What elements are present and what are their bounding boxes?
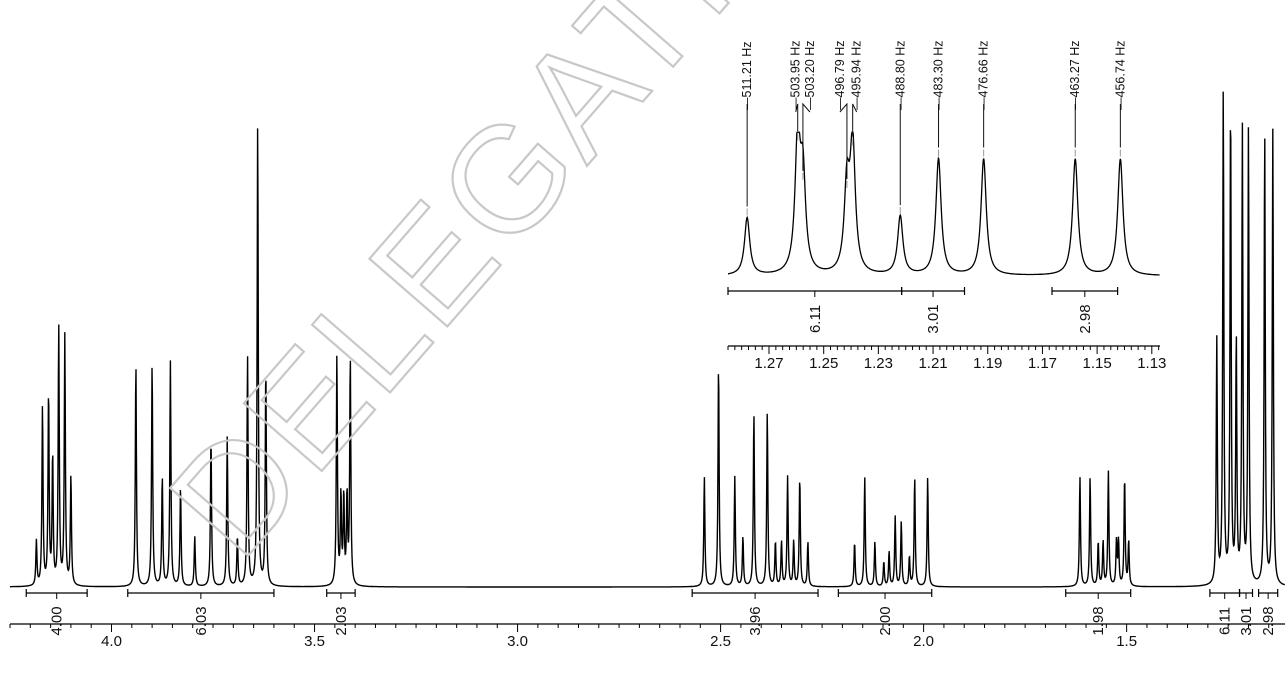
- peak-label: —511.21 Hz: [740, 41, 754, 110]
- tick-label: 4.0: [101, 633, 122, 650]
- tick-label: 1.27: [754, 355, 783, 372]
- tick-label: 2.0: [913, 633, 934, 650]
- peak-label-connector: [852, 103, 858, 137]
- tick-label: 1.21: [918, 355, 947, 372]
- tick-label: 1.13: [1137, 355, 1166, 372]
- integral-label: 6.03: [193, 606, 210, 635]
- peak-label: —503.20 Hz: [803, 41, 817, 110]
- inset-spectrum-trace: [728, 131, 1160, 276]
- integral-label: 2.98: [1260, 606, 1277, 635]
- peak-label: —456.74 Hz: [1113, 41, 1127, 110]
- integral-label: 6.11: [1217, 607, 1234, 635]
- inset-integrals: 6.11 3.01 2.98: [727, 287, 1119, 334]
- inset-expansion: —511.21 Hz —503.95 Hz —503.20 Hz —496.79 Hz…: [727, 41, 1166, 372]
- inset-spectrum: [728, 131, 1160, 276]
- integral-label: 3.01: [925, 304, 942, 333]
- tick-label: 1.19: [973, 355, 1002, 372]
- peak-label: —496.79 Hz: [833, 41, 847, 110]
- inset-ppm-axis: 1.27 1.25 1.23 1.21 1.19 1.17 1.15 1.13: [727, 345, 1166, 372]
- tick-label: 1.25: [809, 355, 838, 372]
- main-integrals: 4.00 6.03 2.03 3.96 2.00 1.98 6.11 3.01 2.98: [25, 589, 1279, 636]
- peak-label-connector: [839, 102, 848, 180]
- peak-label: —483.30 Hz: [932, 41, 946, 110]
- peak-label-connector: [802, 102, 811, 171]
- integral-label: 4.00: [49, 606, 66, 635]
- tick-label: 1.17: [1028, 355, 1057, 372]
- tick-label: 3.5: [304, 633, 325, 650]
- integral-label: 3.96: [747, 606, 764, 635]
- tick-label: 1.23: [864, 355, 893, 372]
- peak-label: —488.80 Hz: [893, 41, 907, 110]
- integral-label: 2.03: [333, 606, 350, 635]
- peak-label: —463.27 Hz: [1068, 41, 1082, 110]
- main-ppm-axis: 4.0 3.5 3.0 2.5 2.0 1.5: [9, 623, 1285, 650]
- tick-label: 3.0: [507, 633, 528, 650]
- tick-label: 2.5: [710, 633, 731, 650]
- peak-label: —476.66 Hz: [977, 41, 991, 110]
- main-spectrum-trace: [10, 91, 1285, 588]
- integral-label: 1.98: [1090, 606, 1107, 635]
- main-spectrum: [10, 91, 1285, 588]
- integral-label: 3.01: [1238, 606, 1255, 635]
- inset-peak-labels: —511.21 Hz —503.95 Hz —503.20 Hz —496.79 Hz…: [740, 41, 1127, 216]
- integral-label: 6.11: [807, 305, 824, 333]
- tick-label: 1.5: [1116, 633, 1137, 650]
- peak-label: —503.95 Hz: [789, 41, 803, 110]
- peak-label: —495.94 Hz: [850, 41, 864, 110]
- integral-label: 2.00: [877, 606, 894, 635]
- tick-label: 1.15: [1083, 355, 1112, 372]
- integral-label: 2.98: [1077, 304, 1094, 333]
- peak-label-connector: [795, 103, 799, 132]
